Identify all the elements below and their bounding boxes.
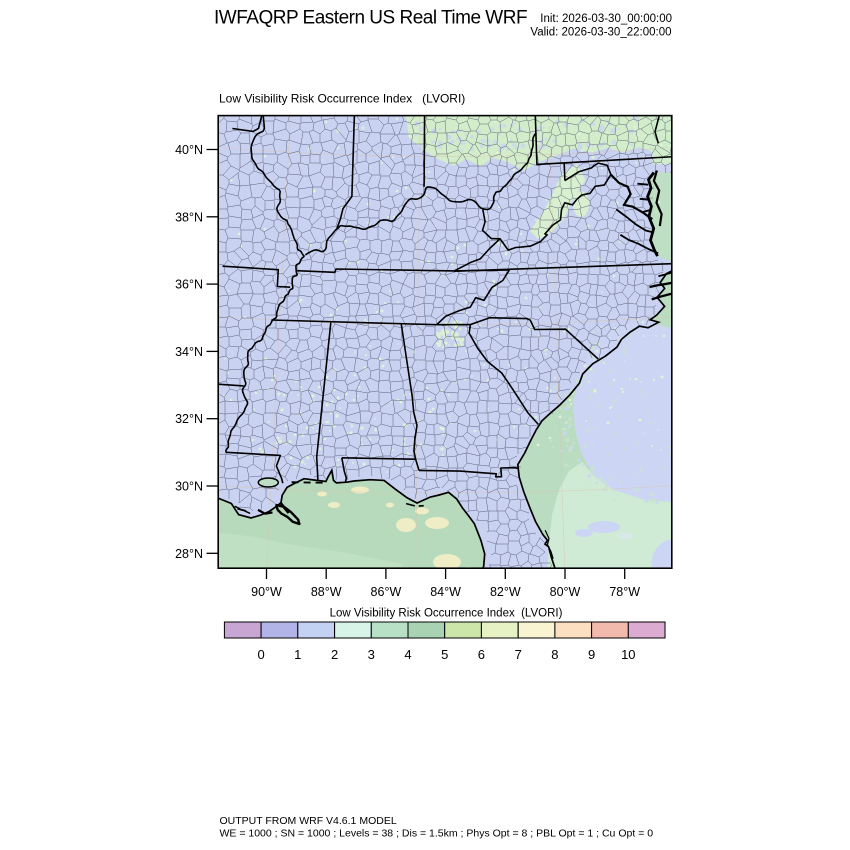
svg-text:5: 5 xyxy=(441,647,448,662)
svg-text:2: 2 xyxy=(331,647,338,662)
svg-text:3: 3 xyxy=(368,647,375,662)
svg-text:36°N: 36°N xyxy=(175,278,203,292)
svg-text:84°W: 84°W xyxy=(430,585,461,599)
svg-text:90°W: 90°W xyxy=(251,585,282,599)
svg-text:IWFAQRP Eastern US Real Time W: IWFAQRP Eastern US Real Time WRF xyxy=(214,8,527,29)
svg-text:Valid: 2026-03-30_22:00:00: Valid: 2026-03-30_22:00:00 xyxy=(530,27,671,39)
svg-text:8: 8 xyxy=(551,647,558,662)
svg-text:1: 1 xyxy=(294,647,301,662)
svg-text:Init: 2026-03-30_00:00:00: Init: 2026-03-30_00:00:00 xyxy=(540,13,672,25)
svg-text:86°W: 86°W xyxy=(371,585,402,599)
svg-text:0: 0 xyxy=(257,647,264,662)
svg-text:28°N: 28°N xyxy=(175,547,203,561)
svg-text:40°N: 40°N xyxy=(175,143,203,157)
svg-text:78°W: 78°W xyxy=(609,585,640,599)
svg-text:80°W: 80°W xyxy=(550,585,581,599)
svg-text:6: 6 xyxy=(478,647,485,662)
svg-text:OUTPUT FROM WRF V4.6.1 MODEL: OUTPUT FROM WRF V4.6.1 MODEL xyxy=(220,815,397,827)
svg-text:30°N: 30°N xyxy=(175,480,203,494)
svg-text:7: 7 xyxy=(515,647,522,662)
svg-text:32°N: 32°N xyxy=(175,412,203,426)
svg-text:82°W: 82°W xyxy=(490,585,521,599)
svg-text:Low Visibility Risk Occurrence: Low Visibility Risk Occurrence Index (LV… xyxy=(330,608,563,620)
svg-text:9: 9 xyxy=(588,647,595,662)
svg-text:10: 10 xyxy=(621,647,635,662)
svg-text:38°N: 38°N xyxy=(175,210,203,224)
svg-text:34°N: 34°N xyxy=(175,345,203,359)
svg-text:88°W: 88°W xyxy=(311,585,342,599)
svg-text:WE = 1000 ; SN = 1000 ; Levels: WE = 1000 ; SN = 1000 ; Levels = 38 ; Di… xyxy=(220,828,654,840)
svg-text:4: 4 xyxy=(404,647,411,662)
svg-text:Low Visibility Risk Occurrence: Low Visibility Risk Occurrence Index (LV… xyxy=(219,92,465,106)
